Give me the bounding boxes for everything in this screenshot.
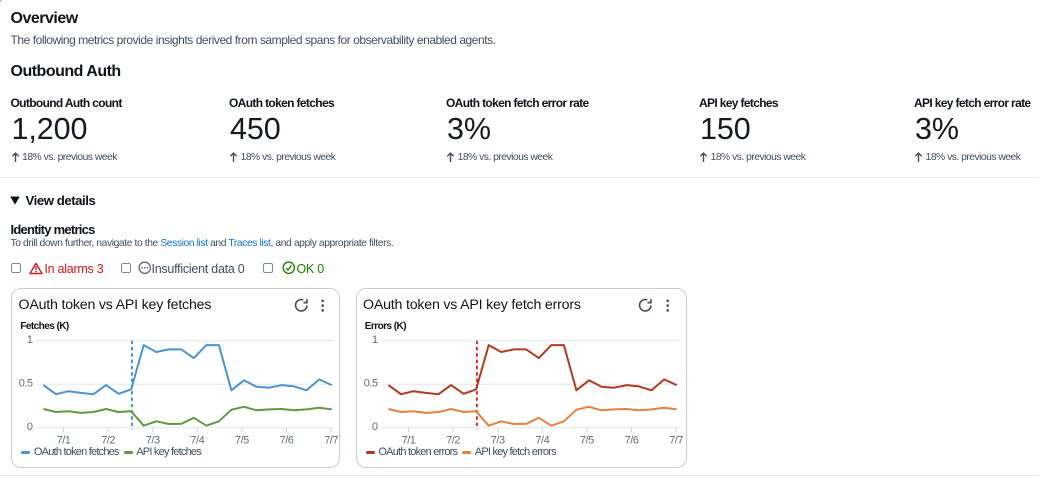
svg-text:1: 1 xyxy=(371,334,377,346)
svg-text:7/4: 7/4 xyxy=(535,434,549,446)
svg-text:7/3: 7/3 xyxy=(146,434,160,446)
svg-text:7/4: 7/4 xyxy=(190,434,204,446)
svg-text:7/2: 7/2 xyxy=(446,434,460,446)
svg-text:7/5: 7/5 xyxy=(235,434,249,446)
svg-text:7/1: 7/1 xyxy=(401,434,415,446)
svg-text:7/3: 7/3 xyxy=(490,434,504,446)
svg-text:7/7: 7/7 xyxy=(324,434,338,446)
svg-text:0.5: 0.5 xyxy=(363,377,377,389)
svg-text:7/6: 7/6 xyxy=(280,434,294,446)
svg-text:7/6: 7/6 xyxy=(624,434,638,446)
svg-text:7/7: 7/7 xyxy=(669,434,683,446)
svg-text:1: 1 xyxy=(27,334,33,346)
svg-text:0: 0 xyxy=(371,421,377,433)
svg-text:7/5: 7/5 xyxy=(580,434,594,446)
svg-text:0.5: 0.5 xyxy=(19,377,33,389)
svg-text:7/1: 7/1 xyxy=(57,434,71,446)
svg-text:0: 0 xyxy=(27,421,33,433)
svg-text:7/2: 7/2 xyxy=(101,434,115,446)
